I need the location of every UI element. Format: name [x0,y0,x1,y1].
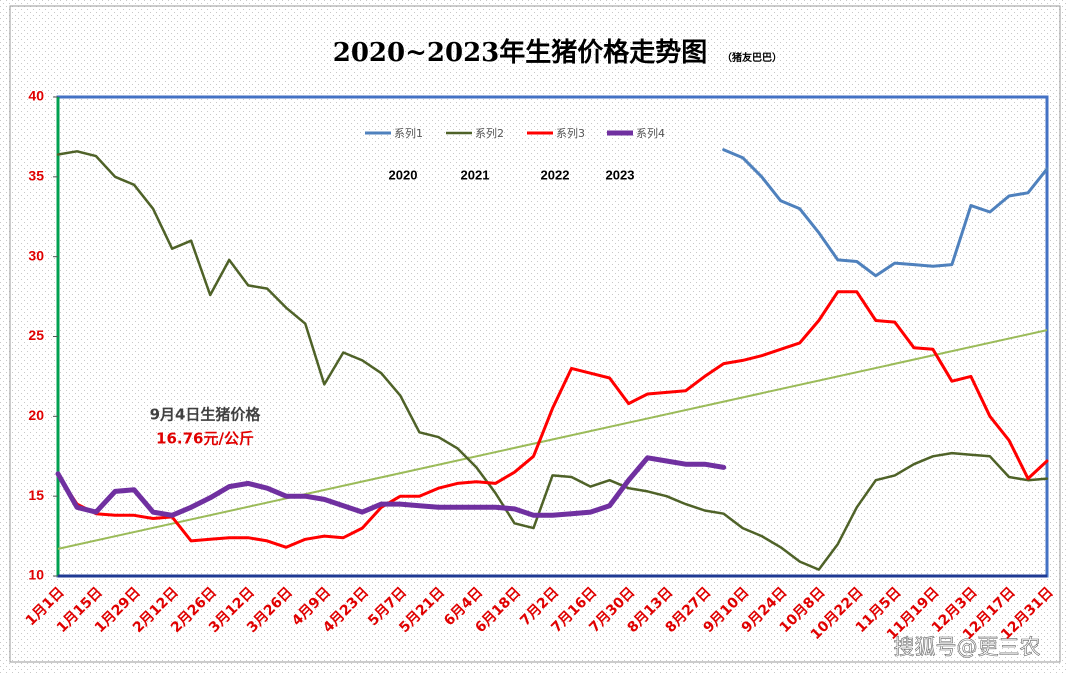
legend-label: 系列3 [556,126,585,140]
legend-label: 系列2 [475,126,504,140]
y-tick-label: 35 [28,168,44,184]
series-line [722,148,1049,278]
chart-subtitle: （猪友巴巴） [722,51,782,64]
legend-year: 2021 [461,167,490,182]
y-tick-label: 25 [28,327,44,343]
legend-year: 2020 [389,167,418,182]
trendline [57,329,1048,550]
series-line [55,455,727,518]
series-line [56,290,1049,549]
series-line [56,150,1049,571]
y-tick-label: 10 [28,567,44,583]
chart-frame [9,5,1061,663]
y-tick-label: 40 [28,88,44,104]
legend-label: 系列4 [636,126,665,140]
y-tick-label: 20 [28,407,44,423]
annotation-date: 9月4日生猪价格 [150,406,262,424]
chart-title: 2020~2023年生猪价格走势图 [333,37,708,68]
y-tick-label: 15 [28,487,44,503]
annotation-price: 16.76元/公斤 [156,430,254,448]
watermark: 搜狐号@更三农 [894,635,1041,659]
y-tick-label: 30 [28,247,44,263]
legend-year: 2023 [606,167,635,182]
legend-year: 2022 [541,167,570,182]
legend-label: 系列1 [394,126,423,140]
